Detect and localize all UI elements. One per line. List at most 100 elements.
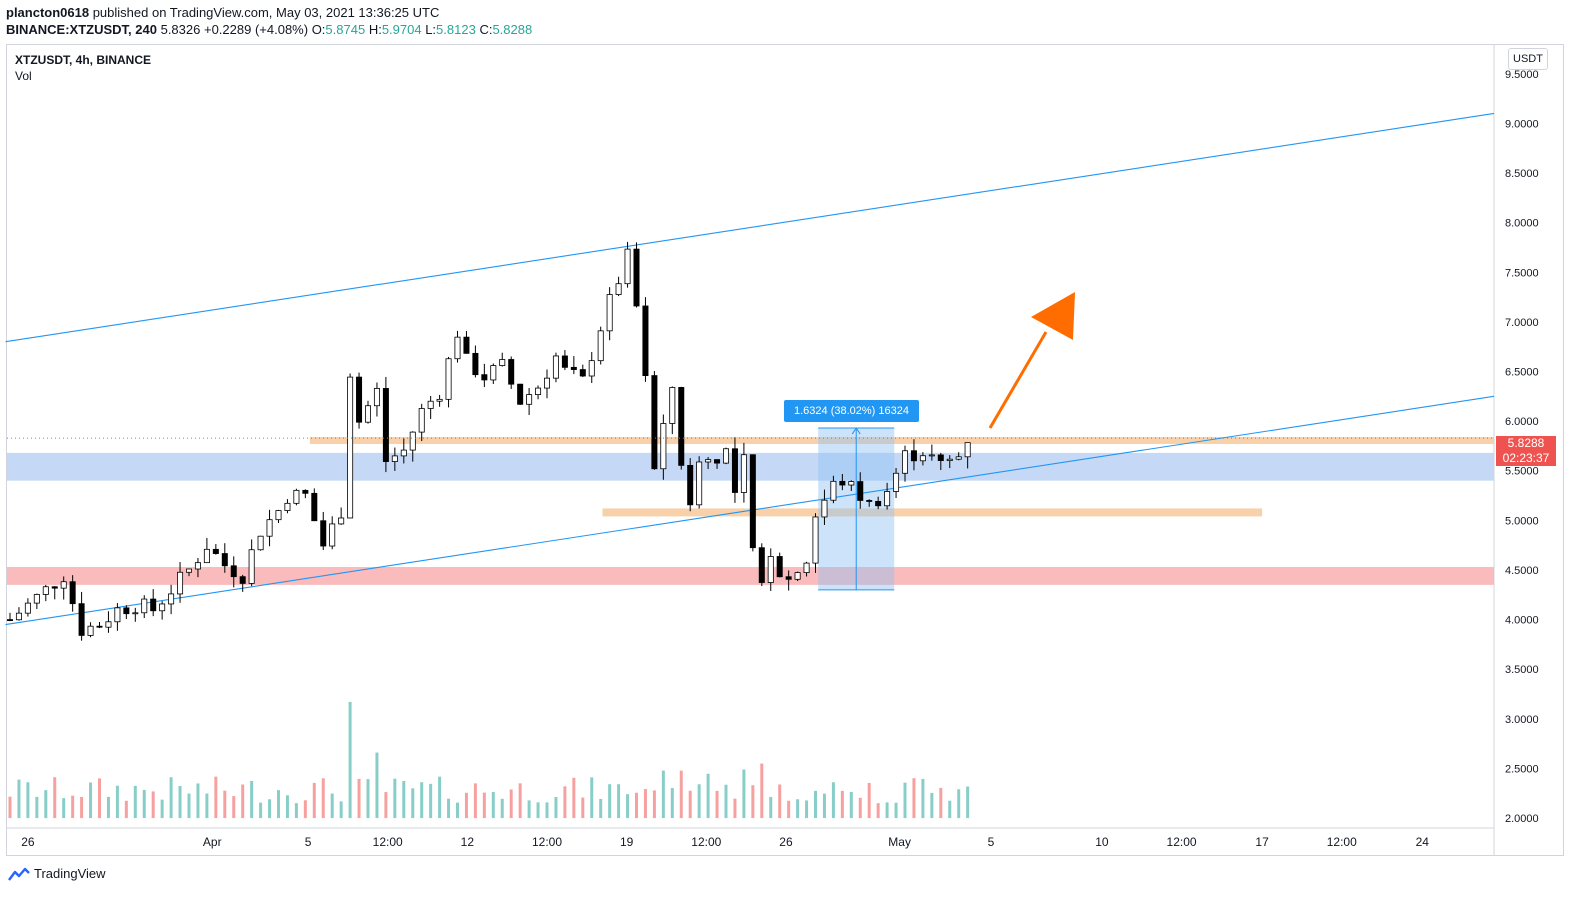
volume-bar: [473, 783, 477, 819]
candle-body: [785, 576, 792, 580]
tradingview-logo-icon: [8, 867, 30, 881]
x-tick-label: 12:00: [691, 835, 721, 849]
candle-body: [731, 448, 738, 493]
volume-bar: [617, 784, 621, 819]
volume-bar: [840, 790, 844, 819]
candle-body: [15, 612, 22, 621]
candle-body: [311, 492, 318, 522]
candle-body: [212, 548, 219, 554]
candle-body: [660, 423, 667, 470]
chart-frame[interactable]: [6, 44, 1564, 856]
candle-body: [776, 556, 783, 578]
candle-body: [517, 383, 524, 405]
candle-body: [714, 459, 721, 464]
volume-bar: [357, 778, 361, 819]
candle-body: [356, 376, 363, 423]
volume-bar: [214, 776, 218, 819]
volume-bar: [849, 791, 853, 819]
y-tick-label: 7.5000: [1505, 267, 1539, 279]
last-price: 5.8326: [160, 22, 201, 37]
y-tick-label: 8.5000: [1505, 168, 1539, 180]
volume-bar: [590, 777, 594, 819]
volume-bar: [464, 792, 468, 819]
candle-body: [284, 502, 291, 511]
candle-body: [696, 461, 703, 506]
candle-body: [338, 517, 345, 525]
candle-body: [910, 450, 917, 462]
volume-bar: [241, 784, 245, 819]
candle-body: [866, 500, 873, 502]
candle-body: [42, 586, 49, 595]
chart-legend: XTZUSDT, 4h, BINANCE Vol: [15, 52, 151, 84]
candle-body: [946, 458, 953, 461]
y-tick-label: 4.0000: [1505, 615, 1539, 627]
volume-bar: [822, 793, 826, 819]
candle-body: [266, 519, 273, 537]
candle-body: [24, 602, 31, 614]
volume-bar: [205, 793, 209, 819]
candle-body: [329, 523, 336, 547]
volume-bar: [151, 791, 155, 819]
legend-title: XTZUSDT, 4h, BINANCE: [15, 53, 152, 67]
author-name[interactable]: plancton0618: [6, 5, 90, 20]
high-value: 5.9704: [381, 22, 422, 37]
candle-body: [839, 480, 846, 486]
x-tick-label: 12:00: [1167, 835, 1197, 849]
publish-line: plancton0618 published on TradingView.co…: [6, 4, 532, 21]
volume-bar: [8, 796, 12, 819]
volume-bar: [903, 782, 907, 819]
candle-body: [203, 548, 210, 564]
volume-bar: [98, 778, 101, 819]
open-value: 5.8745: [325, 22, 366, 37]
support-level-line: [309, 436, 1495, 444]
volume-bar: [706, 773, 710, 819]
y-tick-label: 5.0000: [1505, 515, 1539, 527]
volume-bar: [509, 789, 513, 819]
candle-body: [177, 571, 184, 595]
candle-body: [248, 549, 255, 584]
volume-bar: [715, 790, 719, 819]
volume-bar: [831, 782, 835, 819]
publish-header: plancton0618 published on TradingView.co…: [6, 4, 532, 38]
volume-bar: [133, 785, 137, 819]
y-tick-label: 5.5000: [1505, 466, 1539, 478]
candle-body: [812, 516, 819, 564]
candle-body: [526, 394, 533, 405]
volume-bar: [536, 802, 540, 819]
candle-body: [490, 365, 497, 381]
volume-bar: [160, 799, 164, 819]
candle-body: [955, 456, 962, 460]
candle-body: [302, 489, 309, 494]
lower-trendline: [5, 395, 1495, 626]
volume-bar: [339, 801, 343, 819]
volume-bar: [966, 786, 970, 819]
footer-brand[interactable]: TradingView: [34, 866, 106, 881]
candle-body: [535, 387, 542, 396]
volume-bar: [71, 795, 75, 819]
measure-label: 1.6324 (38.02%) 16324: [784, 400, 919, 422]
candle-body: [481, 374, 488, 381]
candle-body: [239, 576, 246, 584]
volume-bar: [187, 793, 191, 819]
volume-bar: [35, 796, 39, 819]
candle-body: [508, 359, 515, 385]
volume-bar: [250, 780, 254, 819]
high-label: H:: [368, 22, 382, 37]
y-tick-label: 9.5000: [1505, 69, 1539, 81]
currency-button[interactable]: USDT: [1508, 48, 1548, 70]
current-price-value: 5.8288: [1507, 436, 1545, 450]
volume-bar: [44, 790, 48, 819]
volume-bar: [652, 790, 656, 819]
candle-body: [552, 355, 559, 379]
volume-bar: [742, 769, 746, 819]
candle-body: [740, 454, 747, 493]
volume-bar: [930, 792, 934, 819]
candle-body: [875, 500, 882, 507]
candle-body: [320, 520, 327, 547]
candle-body: [848, 481, 855, 486]
volume-bar: [294, 803, 298, 819]
volume-bar: [196, 783, 200, 819]
y-tick-label: 6.0000: [1505, 416, 1539, 428]
volume-bar: [572, 777, 576, 819]
